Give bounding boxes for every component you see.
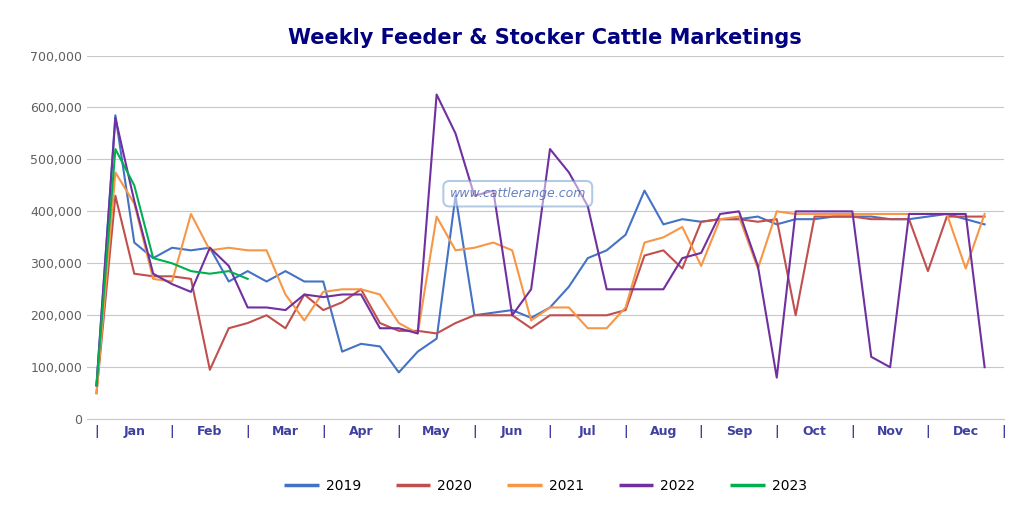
Legend: 2019, 2020, 2021, 2022, 2023: 2019, 2020, 2021, 2022, 2023 bbox=[279, 473, 812, 498]
Text: www.cattlerange.com: www.cattlerange.com bbox=[450, 187, 586, 200]
Title: Weekly Feeder & Stocker Cattle Marketings: Weekly Feeder & Stocker Cattle Marketing… bbox=[289, 28, 802, 48]
